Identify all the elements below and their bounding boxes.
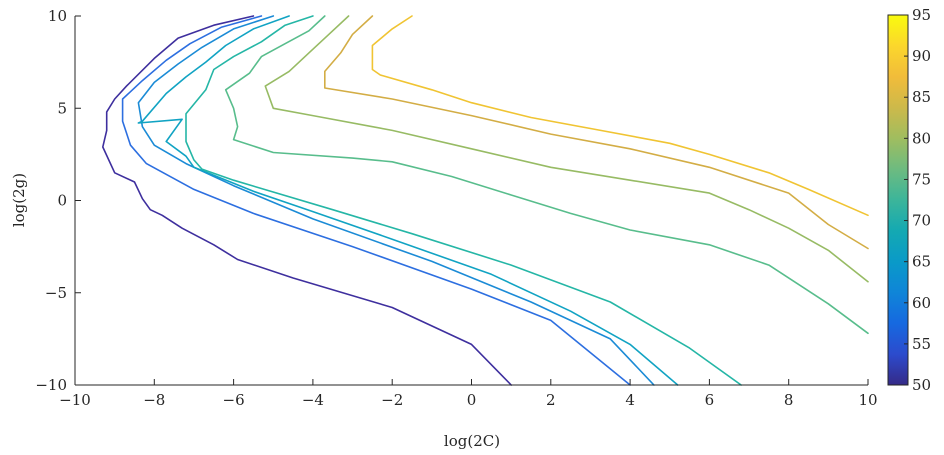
contour-line-60	[137, 15, 655, 386]
x-tick-label: −4	[302, 391, 324, 409]
contour-line-75	[224, 15, 869, 335]
x-tick-label: −8	[143, 391, 165, 409]
x-tick-label: 8	[784, 391, 794, 409]
x-tick-label: 10	[858, 391, 877, 409]
contour-line-65	[137, 15, 679, 386]
contour-line-70	[185, 15, 742, 386]
y-axis-label: log(2g)	[10, 173, 28, 227]
x-tick-label: −10	[59, 391, 91, 409]
x-tick-label: −6	[223, 391, 245, 409]
colorbar-tick-label: 55	[912, 335, 931, 353]
y-tick-label: 0	[57, 192, 67, 210]
x-tick-label: 6	[705, 391, 715, 409]
x-tick-label: 0	[467, 391, 477, 409]
contour-line-50	[102, 15, 512, 386]
contour-line-55	[121, 15, 631, 386]
y-tick-label: −5	[45, 284, 67, 302]
contour-line-90	[371, 15, 869, 217]
colorbar: 50 55 60 65 70 75 80 85 90 95	[887, 6, 931, 394]
x-tick-label: 4	[625, 391, 635, 409]
colorbar-tick-label: 85	[912, 88, 931, 106]
y-tick-label: 10	[48, 7, 67, 25]
colorbar-scale	[887, 14, 909, 386]
colorbar-tick-label: 50	[912, 376, 931, 394]
colorbar-tick-label: 75	[912, 170, 931, 188]
x-tick-label: −2	[381, 391, 403, 409]
contour-lines	[102, 15, 869, 386]
x-tick-label: 2	[546, 391, 556, 409]
x-axis-label: log(2C)	[444, 432, 500, 450]
contour-line-80	[264, 15, 869, 283]
colorbar-tick-label: 70	[912, 212, 931, 230]
colorbar-tick-label: 60	[912, 294, 931, 312]
colorbar-tick-label: 65	[912, 253, 931, 271]
axes: −10 −8 −6 −4 −2 0 2 4 6 8 10 −10 −5 0 5 10	[35, 7, 877, 409]
y-tick-label: −10	[35, 376, 67, 394]
colorbar-tick-label: 95	[912, 6, 931, 24]
contour-line-85	[324, 15, 869, 250]
colorbar-tick-label: 90	[912, 47, 931, 65]
colorbar-tick-label: 80	[912, 129, 931, 147]
y-tick-label: 5	[57, 99, 67, 117]
